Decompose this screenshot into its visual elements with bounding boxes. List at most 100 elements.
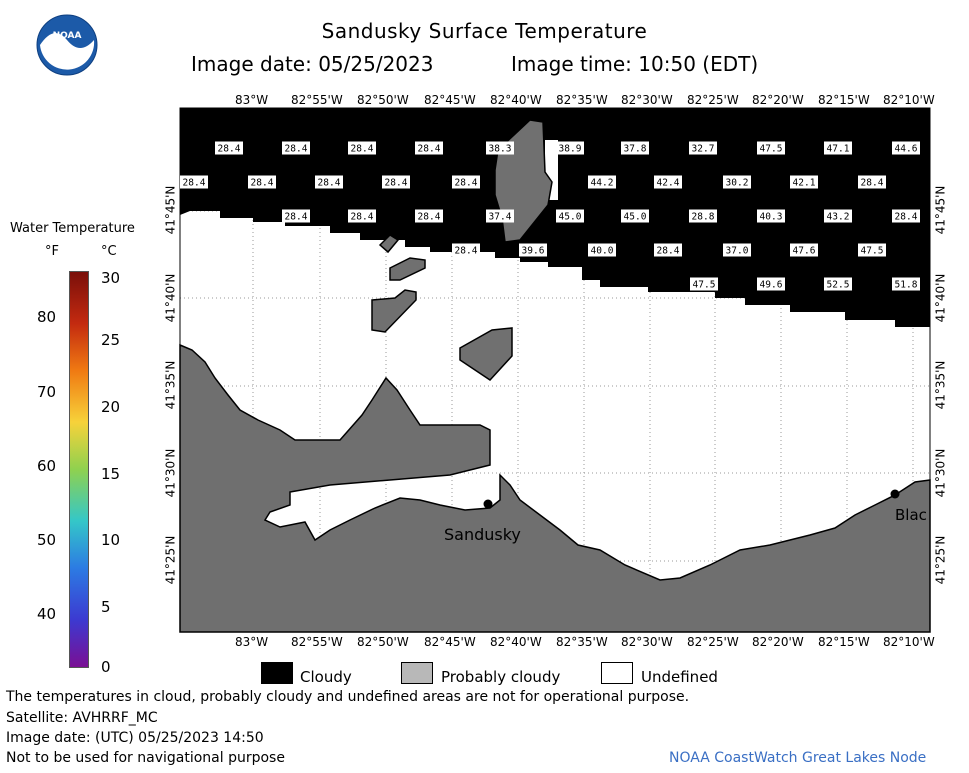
- lon-label-bottom: 82°30'W: [621, 635, 673, 649]
- lon-label-bottom: 82°55'W: [291, 635, 343, 649]
- c-tick: 15: [101, 465, 121, 483]
- temperature-label-box: [486, 209, 514, 223]
- temperature-value: 28.4: [183, 178, 206, 189]
- temperature-label-box: [723, 243, 751, 257]
- lon-label-bottom: 82°40'W: [490, 635, 542, 649]
- temperature-value: 28.4: [861, 178, 884, 189]
- lon-label-bottom: 82°50'W: [357, 635, 409, 649]
- temperature-value: 37.8: [624, 144, 647, 155]
- legend-swatch-undefined: [601, 662, 633, 684]
- lon-label-top: 82°45'W: [424, 93, 476, 107]
- cloud-area: [180, 108, 930, 327]
- color-scale-bar: [69, 271, 89, 668]
- temperature-label-box: [415, 209, 443, 223]
- temperature-value: 30.2: [726, 178, 749, 189]
- lat-label-left: 41°45'N: [163, 185, 178, 235]
- temperature-label-box: [690, 277, 718, 291]
- temperature-value: 28.4: [285, 212, 308, 223]
- temperature-label-box: [621, 209, 649, 223]
- temperature-value: 49.6: [760, 280, 783, 291]
- temperature-value: 28.8: [692, 212, 715, 223]
- temperature-label-box: [654, 175, 682, 189]
- map-title: Sandusky Surface Temperature: [321, 19, 648, 43]
- temperature-value: 45.0: [624, 212, 647, 223]
- lon-label-top: 82°25'W: [687, 93, 739, 107]
- temperature-label-box: [689, 141, 717, 155]
- f-tick: 50: [37, 531, 57, 549]
- temperature-label-box: [757, 141, 785, 155]
- lon-label-bottom: 82°25'W: [687, 635, 739, 649]
- temperature-value: 38.3: [489, 144, 512, 155]
- lat-label-left: 41°40'N: [163, 273, 178, 323]
- temperature-value: 28.4: [251, 178, 274, 189]
- temperature-label-box: [315, 175, 343, 189]
- noaa-logo: NOAA: [36, 14, 98, 76]
- temperature-value: 44.6: [895, 144, 918, 155]
- land-area: [179, 343, 931, 633]
- temperature-label-box: [486, 141, 514, 155]
- temperature-value: 28.4: [418, 212, 441, 223]
- temperature-value: 43.2: [827, 212, 850, 223]
- lon-label-top: 82°20'W: [752, 93, 804, 107]
- temperature-value: 47.5: [760, 144, 783, 155]
- temperature-value: 28.4: [418, 144, 441, 155]
- image-time: Image time: 10:50 (EDT): [511, 52, 759, 76]
- temperature-value: 37.0: [726, 246, 749, 257]
- temperature-value: 28.4: [351, 212, 374, 223]
- lon-label-top: 82°50'W: [357, 93, 409, 107]
- temperature-label-box: [519, 243, 547, 257]
- c-tick: 0: [101, 658, 111, 676]
- temperature-value: 45.0: [559, 212, 582, 223]
- temperature-value: 28.4: [895, 212, 918, 223]
- temperature-value: 47.6: [793, 246, 816, 257]
- c-tick: 5: [101, 598, 111, 616]
- unit-celsius: °C: [101, 244, 117, 259]
- temperature-label-box: [689, 209, 717, 223]
- temperature-value: 39.6: [522, 246, 545, 257]
- temperature-label-box: [452, 175, 480, 189]
- disclaimer-text: The temperatures in cloud, probably clou…: [6, 689, 690, 705]
- temperature-label-box: [824, 141, 852, 155]
- lon-label-top: 82°15'W: [818, 93, 870, 107]
- temperature-label-box: [621, 141, 649, 155]
- c-tick: 10: [101, 531, 121, 549]
- lat-label-left: 41°35'N: [163, 360, 178, 410]
- temperature-label-box: [215, 141, 243, 155]
- temperature-value: 32.7: [692, 144, 715, 155]
- temperature-value: 44.2: [591, 178, 614, 189]
- temperature-value: 37.4: [489, 212, 512, 223]
- lon-label-top: 82°35'W: [556, 93, 608, 107]
- f-tick: 80: [37, 308, 57, 326]
- temperature-value: 47.5: [693, 280, 716, 291]
- temperature-value: 42.1: [793, 178, 816, 189]
- lon-label-bottom: 82°45'W: [424, 635, 476, 649]
- temperature-value: 51.8: [895, 280, 918, 291]
- temperature-value: 28.4: [455, 178, 478, 189]
- city-marker-blac: [890, 489, 900, 499]
- temperature-value: 28.4: [351, 144, 374, 155]
- lon-label-top: 82°30'W: [621, 93, 673, 107]
- lon-label-bottom: 82°20'W: [752, 635, 804, 649]
- temperature-labels: 28.4 28.4 28.4 28.4 38.3 38.9 37.8 32.7 47.5 47.1…: [180, 141, 920, 291]
- temperature-label-box: [757, 209, 785, 223]
- legend-swatch-probably-cloudy: [401, 662, 433, 684]
- lat-label-right: 41°40'N: [933, 273, 948, 323]
- temperature-label-box: [348, 141, 376, 155]
- lon-label-top: 82°40'W: [490, 93, 542, 107]
- lat-label-left: 41°25'N: [163, 535, 178, 585]
- image-date: Image date: 05/25/2023: [191, 52, 434, 76]
- temperature-label-box: [892, 209, 920, 223]
- temperature-label-box: [824, 209, 852, 223]
- temperature-label-box: [415, 141, 443, 155]
- lon-label-bottom: 82°15'W: [818, 635, 870, 649]
- temperature-label-box: [348, 209, 376, 223]
- temperature-value: 28.4: [218, 144, 241, 155]
- temperature-label-box: [654, 243, 682, 257]
- temperature-value: 28.4: [657, 246, 680, 257]
- temperature-label-box: [452, 243, 480, 257]
- temperature-label-box: [382, 175, 410, 189]
- temperature-label-box: [180, 175, 208, 189]
- city-marker-sandusky: [483, 499, 493, 509]
- temperature-value: 40.3: [760, 212, 783, 223]
